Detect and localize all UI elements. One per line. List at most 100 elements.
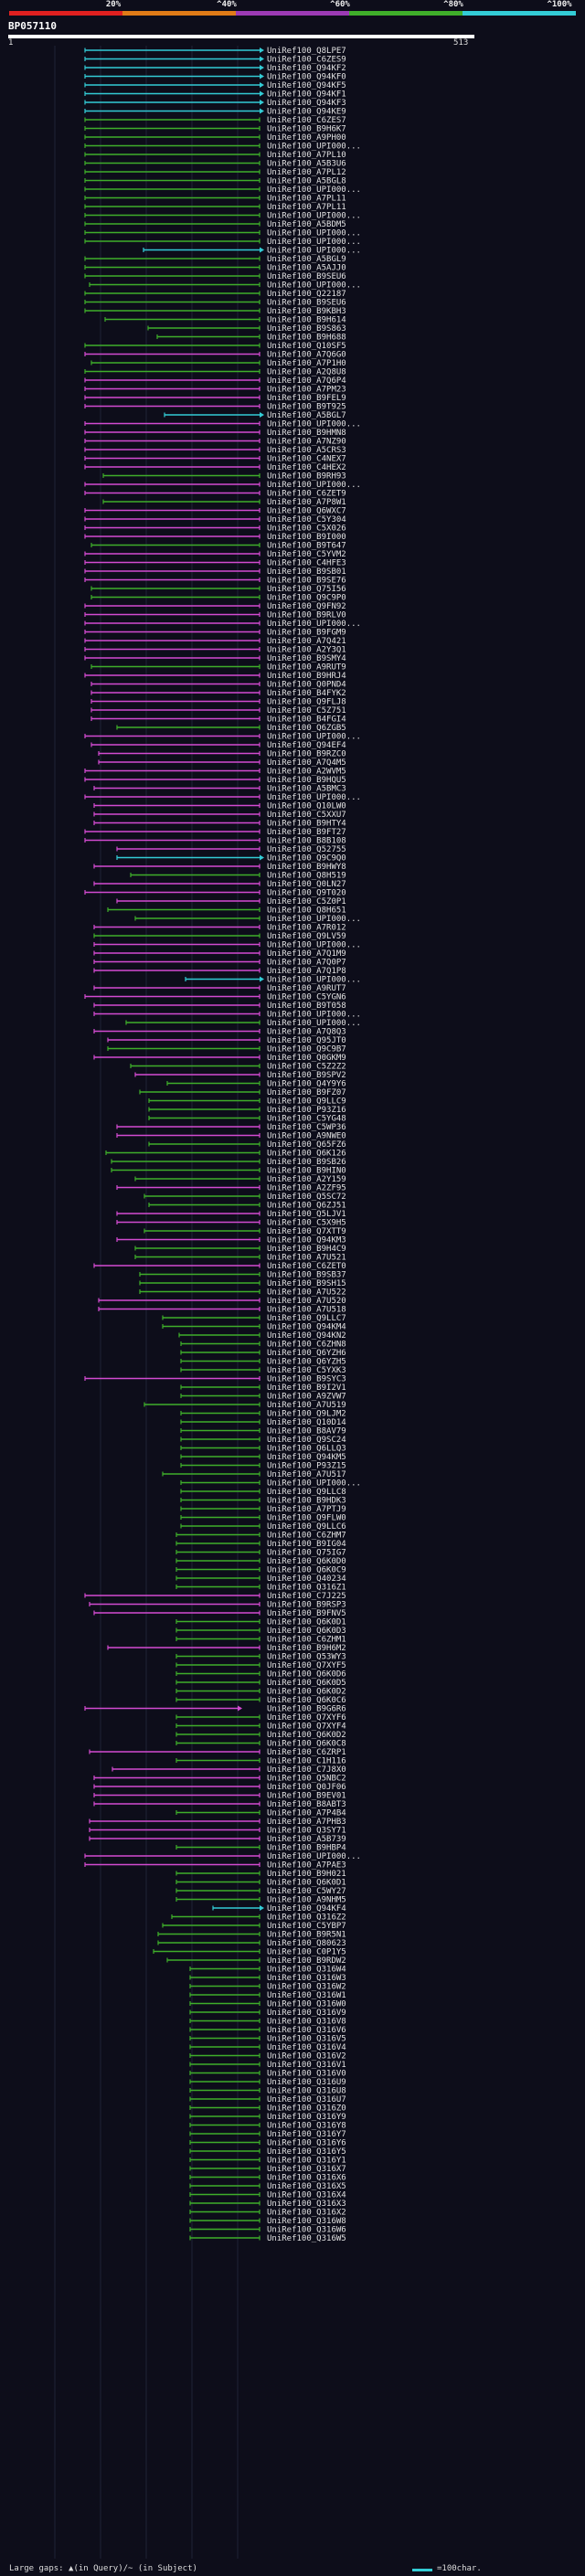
hit-label[interactable]: UniRef100_C5X026	[267, 525, 346, 534]
hit-label[interactable]: UniRef100_Q9LJM2	[267, 1410, 346, 1419]
hit-label[interactable]: UniRef100_A5BGL9	[267, 255, 346, 264]
hit-label[interactable]: UniRef100_C0P1Y5	[267, 1948, 346, 1957]
hit-label[interactable]: UniRef100_B9R5N1	[267, 1931, 346, 1940]
hit-label[interactable]: UniRef100_A7Q6G0	[267, 351, 346, 360]
hit-label[interactable]: UniRef100_A7P8W1	[267, 498, 346, 507]
hit-label[interactable]: UniRef100_C6ZET9	[267, 490, 346, 499]
hit-label[interactable]: UniRef100_B9HMN8	[267, 429, 346, 438]
hit-label[interactable]: UniRef100_B9H021	[267, 1870, 346, 1879]
hit-label[interactable]: UniRef100_Q0GKM9	[267, 1054, 346, 1063]
hit-label[interactable]: UniRef100_C4HFE3	[267, 559, 346, 568]
hit-label[interactable]: UniRef100_Q94KF1	[267, 90, 346, 100]
hit-label[interactable]: UniRef100_A5BMC3	[267, 785, 346, 794]
hit-label[interactable]: UniRef100_B9H614	[267, 316, 346, 325]
hit-label[interactable]: UniRef100_UPI000...	[267, 620, 361, 629]
hit-label[interactable]: UniRef100_A5BGL7	[267, 411, 346, 420]
hit-label[interactable]: UniRef100_A5B739	[267, 1835, 346, 1844]
hit-label[interactable]: UniRef100_C4NEX7	[267, 455, 346, 464]
hit-label[interactable]: UniRef100_Q94KF0	[267, 73, 346, 82]
hit-label[interactable]: UniRef100_Q316V4	[267, 2043, 346, 2052]
hit-label[interactable]: UniRef100_Q3SY71	[267, 1827, 346, 1836]
hit-label[interactable]: UniRef100_Q5NBC2	[267, 1775, 346, 1784]
hit-label[interactable]: UniRef100_P93Z16	[267, 1106, 346, 1115]
hit-label[interactable]: UniRef100_Q9LLC8	[267, 1488, 346, 1497]
hit-label[interactable]: UniRef100_A7PL11	[267, 203, 346, 212]
hit-label[interactable]: UniRef100_Q65FZ6	[267, 1140, 346, 1150]
hit-label[interactable]: UniRef100_Q6K126	[267, 1150, 346, 1159]
hit-label[interactable]: UniRef100_Q316W0	[267, 2000, 346, 2009]
hit-label[interactable]: UniRef100_Q9C9P0	[267, 594, 346, 603]
hit-label[interactable]: UniRef100_B9SMY4	[267, 654, 346, 663]
hit-label[interactable]: UniRef100_A5CRS3	[267, 446, 346, 455]
hit-label[interactable]: UniRef100_Q75I56	[267, 585, 346, 594]
hit-label[interactable]: UniRef100_C5Z2Z2	[267, 1063, 346, 1072]
hit-label[interactable]: UniRef100_Q316U7	[267, 2095, 346, 2104]
hit-label[interactable]: UniRef100_Q6YZH5	[267, 1358, 346, 1367]
hit-label[interactable]: UniRef100_B9T925	[267, 403, 346, 412]
hit-label[interactable]: UniRef100_Q316Y6	[267, 2139, 346, 2148]
hit-label[interactable]: UniRef100_A5B3U6	[267, 160, 346, 169]
hit-label[interactable]: UniRef100_A7Q8Q3	[267, 1028, 346, 1037]
hit-label[interactable]: UniRef100_A7Q4M5	[267, 758, 346, 768]
hit-label[interactable]: UniRef100_B9T058	[267, 1002, 346, 1011]
hit-label[interactable]: UniRef100_Q6YZH6	[267, 1349, 346, 1358]
hit-label[interactable]: UniRef100_UPI000...	[267, 281, 361, 291]
hit-label[interactable]: UniRef100_B9HTY4	[267, 820, 346, 829]
hit-label[interactable]: UniRef100_Q9LLC9	[267, 1097, 346, 1107]
hit-label[interactable]: UniRef100_B9RSP3	[267, 1601, 346, 1610]
hit-label[interactable]: UniRef100_Q9C9B7	[267, 1045, 346, 1055]
hit-label[interactable]: UniRef100_Q9LLC7	[267, 1314, 346, 1323]
hit-label[interactable]: UniRef100_Q316W2	[267, 1983, 346, 1992]
hit-label[interactable]: UniRef100_B9SB26	[267, 1158, 346, 1167]
hit-label[interactable]: UniRef100_Q53WY3	[267, 1653, 346, 1662]
hit-label[interactable]: UniRef100_C5Z0P1	[267, 897, 346, 906]
hit-label[interactable]: UniRef100_C7J225	[267, 1592, 346, 1601]
hit-label[interactable]: UniRef100_Q6WXC7	[267, 507, 346, 516]
hit-label[interactable]: UniRef100_Q316Z1	[267, 1584, 346, 1593]
hit-label[interactable]: UniRef100_B9FGM9	[267, 629, 346, 638]
hit-label[interactable]: UniRef100_C1H116	[267, 1757, 346, 1766]
hit-label[interactable]: UniRef100_UPI000...	[267, 1852, 361, 1861]
hit-label[interactable]: UniRef100_UPI000...	[267, 229, 361, 239]
hit-label[interactable]: UniRef100_C6ZES7	[267, 116, 346, 125]
hit-label[interactable]: UniRef100_Q316V9	[267, 2009, 346, 2018]
hit-label[interactable]: UniRef100_Q94KM5	[267, 1453, 346, 1462]
hit-label[interactable]: UniRef100_B9T647	[267, 542, 346, 551]
hit-label[interactable]: UniRef100_Q316V0	[267, 2070, 346, 2079]
hit-label[interactable]: UniRef100_B9IG04	[267, 1540, 346, 1549]
hit-label[interactable]: UniRef100_UPI000...	[267, 481, 361, 490]
hit-label[interactable]: UniRef100_Q10D14	[267, 1418, 346, 1427]
hit-label[interactable]: UniRef100_Q94KF3	[267, 99, 346, 108]
hit-label[interactable]: UniRef100_Q5LJV1	[267, 1210, 346, 1219]
hit-label[interactable]: UniRef100_A2WVM5	[267, 768, 346, 777]
hit-label[interactable]: UniRef100_Q316U8	[267, 2087, 346, 2096]
hit-label[interactable]: UniRef100_Q316W5	[267, 2234, 346, 2243]
hit-label[interactable]: UniRef100_Q316V8	[267, 2018, 346, 2027]
hit-label[interactable]: UniRef100_Q316Y9	[267, 2113, 346, 2122]
hit-label[interactable]: UniRef100_Q6K0D3	[267, 1627, 346, 1636]
hit-label[interactable]: UniRef100_A7PL10	[267, 151, 346, 160]
hit-label[interactable]: UniRef100_Q9FLJ8	[267, 698, 346, 707]
hit-label[interactable]: UniRef100_Q75IG7	[267, 1549, 346, 1558]
hit-label[interactable]: UniRef100_Q10LW0	[267, 802, 346, 811]
hit-label[interactable]: UniRef100_A7Q421	[267, 637, 346, 646]
hit-label[interactable]: UniRef100_A7PHB3	[267, 1818, 346, 1827]
hit-label[interactable]: UniRef100_Q9LV59	[267, 932, 346, 941]
hit-label[interactable]: UniRef100_Q316Y7	[267, 2130, 346, 2139]
hit-label[interactable]: UniRef100_Q316X7	[267, 2165, 346, 2174]
hit-label[interactable]: UniRef100_B9RDW2	[267, 1956, 346, 1966]
hit-label[interactable]: UniRef100_C5WP36	[267, 1123, 346, 1132]
hit-label[interactable]: UniRef100_A7R012	[267, 924, 346, 933]
hit-label[interactable]: UniRef100_Q7XYF5	[267, 1661, 346, 1670]
hit-label[interactable]: UniRef100_Q316V1	[267, 2061, 346, 2070]
hit-label[interactable]: UniRef100_Q80623	[267, 1939, 346, 1948]
hit-label[interactable]: UniRef100_Q52755	[267, 845, 346, 854]
hit-label[interactable]: UniRef100_A5AJJ0	[267, 264, 346, 273]
hit-label[interactable]: UniRef100_Q316X6	[267, 2174, 346, 2183]
hit-label[interactable]: UniRef100_B9SPV2	[267, 1071, 346, 1080]
hit-label[interactable]: UniRef100_Q6K0C6	[267, 1696, 346, 1705]
hit-label[interactable]: UniRef100_UPI000...	[267, 1019, 361, 1028]
hit-label[interactable]: UniRef100_C5X9H5	[267, 1219, 346, 1228]
hit-label[interactable]: UniRef100_A5BGL8	[267, 177, 346, 186]
hit-label[interactable]: UniRef100_Q6K0D5	[267, 1679, 346, 1688]
